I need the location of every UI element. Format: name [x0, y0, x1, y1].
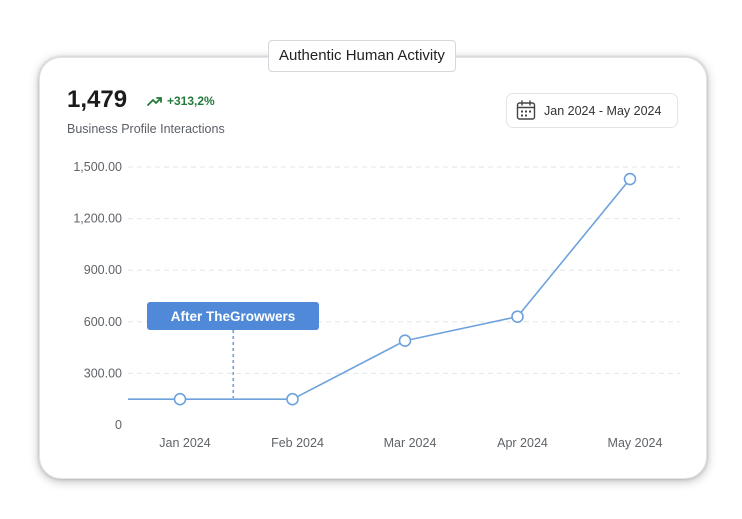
annotation-label: After TheGrowwers	[171, 309, 296, 324]
y-tick-label: 0	[115, 418, 122, 432]
y-tick-label: 900.00	[84, 263, 122, 277]
calendar-icon	[516, 100, 536, 120]
x-tick-label: Mar 2024	[384, 436, 437, 450]
growth-percentage: +313,2%	[167, 94, 215, 108]
date-range-label: Jan 2024 - May 2024	[544, 103, 662, 118]
data-point	[286, 392, 299, 406]
x-tick-label: Jan 2024	[159, 436, 210, 450]
y-tick-label: 1,500.00	[73, 160, 122, 174]
growth-indicator: +313,2%	[147, 94, 215, 108]
series-line	[128, 178, 631, 401]
x-tick-label: Feb 2024	[271, 436, 324, 450]
x-tick-label: Apr 2024	[497, 436, 548, 450]
chart-header-title: Authentic Human Activity	[268, 40, 456, 72]
trend-up-icon	[147, 97, 162, 106]
data-point	[398, 334, 412, 348]
y-tick-label: 600.00	[84, 315, 122, 329]
data-point	[173, 392, 187, 406]
y-tick-label: 300.00	[84, 366, 122, 380]
y-tick-label: 1,200.00	[73, 212, 122, 226]
x-tick-label: May 2024	[608, 436, 663, 450]
data-point	[623, 172, 637, 186]
date-range-picker[interactable]: Jan 2024 - May 2024	[506, 93, 678, 128]
kpi-label: Business Profile Interactions	[67, 122, 225, 136]
data-point	[511, 310, 524, 323]
kpi-value: 1,479	[67, 86, 128, 113]
annotation-box	[147, 302, 319, 330]
